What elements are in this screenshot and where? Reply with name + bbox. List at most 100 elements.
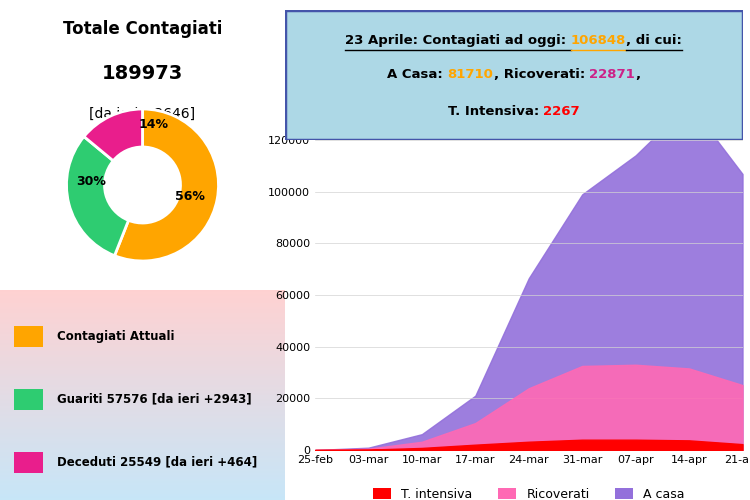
Bar: [0, 320, 285, 322]
Bar: [0, 464, 285, 466]
Bar: [0, 428, 285, 430]
Text: Guariti 57576 [da ieri +2943]: Guariti 57576 [da ieri +2943]: [57, 392, 251, 406]
Bar: [0, 309, 285, 311]
Text: 189973: 189973: [102, 64, 183, 83]
Bar: [0, 322, 285, 324]
Bar: [0, 290, 285, 292]
Bar: [0, 498, 285, 500]
Bar: [0, 294, 285, 296]
Text: Deceduti 25549 [da ieri +464]: Deceduti 25549 [da ieri +464]: [57, 456, 257, 468]
Bar: [0, 460, 285, 462]
Bar: [0, 372, 285, 374]
Bar: [0, 391, 285, 393]
Text: 81710: 81710: [448, 68, 494, 82]
Bar: [0, 397, 285, 399]
Bar: [0, 296, 285, 298]
Bar: [0, 454, 285, 456]
Text: Contagiati Attuali: Contagiati Attuali: [57, 330, 175, 342]
Bar: [0, 483, 285, 486]
Bar: [0, 351, 285, 353]
Bar: [0, 368, 285, 370]
Text: 22871: 22871: [590, 68, 635, 82]
Bar: [0, 470, 285, 472]
Bar: [0, 488, 285, 490]
Bar: [0, 462, 285, 464]
Bar: [0, 300, 285, 302]
Bar: [0, 384, 285, 386]
Text: 106848: 106848: [571, 34, 626, 47]
Bar: [0, 349, 285, 351]
Bar: [0, 304, 285, 307]
Bar: [0, 458, 285, 460]
Bar: [0, 479, 285, 481]
Bar: [0, 475, 285, 477]
Wedge shape: [84, 109, 142, 161]
Bar: [0, 370, 285, 372]
Bar: [0, 448, 285, 450]
Bar: [0, 481, 285, 483]
Bar: [0, 435, 285, 437]
Wedge shape: [67, 136, 128, 256]
Bar: [0, 477, 285, 479]
Text: 30%: 30%: [76, 174, 106, 188]
Bar: [0, 486, 285, 488]
Bar: [0, 346, 285, 349]
Bar: [0, 399, 285, 402]
Bar: [0, 388, 285, 391]
Bar: [14, 452, 43, 472]
Bar: [0, 330, 285, 332]
Bar: [0, 318, 285, 320]
Bar: [0, 422, 285, 424]
Bar: [0, 472, 285, 475]
Bar: [0, 424, 285, 426]
Bar: [0, 362, 285, 364]
Bar: [0, 456, 285, 458]
Bar: [0, 364, 285, 366]
Wedge shape: [115, 109, 218, 261]
Bar: [0, 426, 285, 428]
Bar: [0, 466, 285, 468]
Bar: [0, 376, 285, 378]
Text: T. Intensiva:: T. Intensiva:: [448, 106, 543, 118]
Bar: [0, 307, 285, 309]
Bar: [0, 418, 285, 420]
Bar: [0, 324, 285, 326]
Bar: [0, 298, 285, 300]
Bar: [0, 338, 285, 340]
Bar: [0, 446, 285, 448]
FancyBboxPatch shape: [285, 10, 742, 140]
Bar: [0, 420, 285, 422]
Bar: [0, 336, 285, 338]
Text: , Ricoverati:: , Ricoverati:: [494, 68, 590, 82]
Bar: [0, 355, 285, 357]
Bar: [0, 328, 285, 330]
Text: 23 Aprile: Contagiati ad oggi:: 23 Aprile: Contagiati ad oggi:: [345, 34, 571, 47]
Bar: [0, 437, 285, 439]
Bar: [0, 410, 285, 412]
Bar: [0, 353, 285, 355]
Legend: T. intensiva, Ricoverati, A casa: T. intensiva, Ricoverati, A casa: [368, 483, 690, 500]
Bar: [0, 334, 285, 336]
Bar: [0, 414, 285, 416]
Bar: [0, 412, 285, 414]
Text: 56%: 56%: [175, 190, 205, 203]
Text: ,: ,: [635, 68, 640, 82]
Bar: [0, 380, 285, 382]
Bar: [0, 382, 285, 384]
Bar: [0, 402, 285, 404]
Bar: [0, 395, 285, 397]
Bar: [0, 302, 285, 304]
Bar: [14, 326, 43, 346]
Bar: [0, 452, 285, 454]
Bar: [0, 494, 285, 496]
Text: [da ieri +2646]: [da ieri +2646]: [89, 108, 196, 122]
Bar: [0, 433, 285, 435]
Text: A Casa:: A Casa:: [387, 68, 448, 82]
Bar: [0, 313, 285, 315]
Bar: [0, 311, 285, 313]
Bar: [0, 386, 285, 388]
Bar: [0, 439, 285, 441]
Bar: [14, 388, 43, 409]
Bar: [0, 416, 285, 418]
Bar: [0, 315, 285, 318]
